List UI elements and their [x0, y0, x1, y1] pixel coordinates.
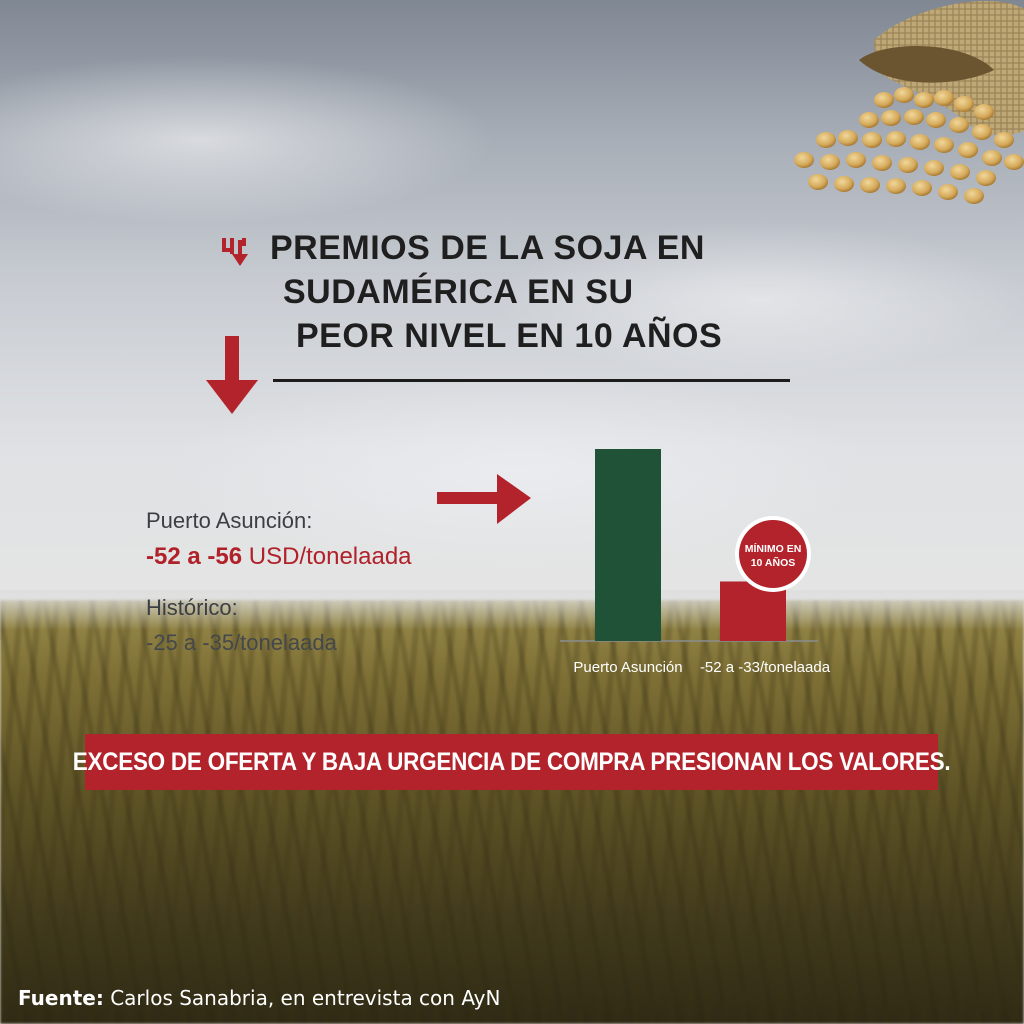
badge-text-line-2: 10 AÑOS — [751, 556, 796, 569]
arrow-right-icon — [437, 474, 531, 524]
historico-value: -25 a -35/tonelaada — [146, 630, 337, 655]
chart-bar-1 — [595, 449, 661, 641]
puerto-asuncion-numbers: -52 a -56 — [146, 543, 243, 570]
puerto-asuncion-label: Puerto Asunción: — [146, 508, 313, 533]
headline-line-2: SUDAMÉRICA EN SU — [283, 273, 634, 311]
horizon-haze — [0, 590, 1024, 630]
chart-category-label-1: Puerto Asunción — [573, 659, 682, 676]
headline-line-1: PREMIOS DE LA SOJA EN — [270, 229, 705, 267]
soybean-sack-icon — [794, 1, 1024, 204]
summary-banner-text: EXCESO DE OFERTA Y BAJA URGENCIA DE COMP… — [72, 747, 951, 776]
headline-line-3: PEOR NIVEL EN 10 AÑOS — [296, 317, 723, 355]
source-text: Carlos Sanabria, en entrevista con AyN — [103, 986, 501, 1010]
bar-chart: Puerto Asunción -52 a -33/tonelaada MÍNIMO… — [560, 449, 831, 676]
historico-label: Histórico: — [146, 595, 238, 620]
arrow-down-icon — [206, 336, 258, 414]
source-credit: Fuente: Carlos Sanabria, en entrevista c… — [18, 986, 500, 1010]
headline-divider — [273, 379, 790, 382]
minimum-badge — [739, 520, 807, 588]
puerto-asuncion-unit: USD/tonelaada — [248, 543, 412, 570]
soy-field-background — [0, 600, 1024, 1024]
sky-background — [0, 0, 1024, 640]
summary-banner: EXCESO DE OFERTA Y BAJA URGENCIA DE COMP… — [73, 734, 951, 790]
chart-category-label-2: -52 a -33/tonelaada — [700, 659, 831, 676]
puerto-asuncion-value: -52 a -56 USD/tonelaada — [146, 543, 412, 571]
source-label: Fuente: — [18, 986, 104, 1010]
trend-down-icon — [222, 238, 248, 266]
badge-text-line-1: MÍNIMO EN — [745, 542, 802, 555]
